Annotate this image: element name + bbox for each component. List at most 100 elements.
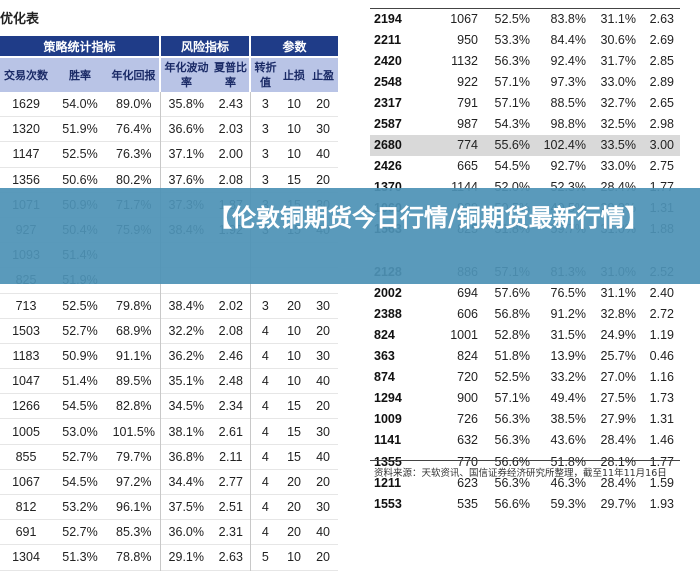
table-cell: 2.75 [649, 159, 674, 174]
table-cell: 791 [457, 95, 478, 110]
table-cell: 30 [316, 424, 331, 439]
table-cell: 68.9% [108, 318, 161, 344]
table-cell: 56.3% [494, 475, 530, 490]
table-cell: 38.4% [168, 298, 204, 313]
table-cell: 56.3% [494, 433, 530, 448]
table-cell: 31.5% [550, 327, 586, 342]
table-row: 1005 53.0% 101.5% 38.1% 2.61 4 15 30 [0, 418, 339, 445]
table-cell: 2002 [374, 285, 402, 300]
table-row: 1503 52.7% 68.9% 32.2% 2.08 4 10 20 [0, 318, 339, 344]
table-cell: 2211 [374, 32, 402, 47]
table-cell: 10 [287, 348, 301, 363]
table-cell: 78.8% [108, 544, 161, 571]
table-cell: 43.6% [550, 433, 586, 448]
table-cell: 2.40 [649, 285, 674, 300]
table-cell: 1294 [374, 391, 402, 406]
table-row: 1355 770 56.6% 51.8% 28.1% 1.77 [370, 451, 680, 472]
table-cell: 4 [261, 323, 269, 338]
table-row: 1211 623 56.3% 46.3% 28.4% 1.59 [370, 472, 680, 493]
table-cell: 623 [457, 475, 478, 490]
table-cell: 59.3% [550, 496, 586, 511]
table-cell: 37.6% [168, 172, 204, 187]
table-cell: 37.1% [168, 147, 204, 162]
table-cell: 52.8% [494, 327, 530, 342]
table-cell: 28.4% [600, 475, 636, 490]
table-cell: 30 [316, 348, 331, 363]
table-cell: 770 [457, 454, 478, 469]
table-bottom-rule [370, 460, 680, 461]
table-cell: 20 [287, 474, 301, 489]
table-cell: 32.5% [600, 117, 636, 132]
table-cell: 57.6% [494, 285, 530, 300]
table-cell: 1.59 [649, 475, 674, 490]
table-cell: 1.16 [649, 370, 674, 385]
table-row: 2587 987 54.3% 98.8% 32.5% 2.98 [370, 113, 680, 134]
table-row: 1320 51.9% 76.4% 36.6% 2.03 3 10 30 [0, 116, 339, 142]
table-cell: 726 [457, 412, 478, 427]
table-cell: 20 [287, 525, 301, 540]
table-cell: 2.43 [212, 92, 251, 117]
table-cell: 2317 [374, 95, 402, 110]
table-cell: 27.0% [600, 370, 636, 385]
table-row: 1294 900 57.1% 49.4% 27.5% 1.73 [370, 388, 680, 409]
table-cell: 10 [287, 97, 301, 112]
table-cell: 10 [287, 147, 301, 162]
banner-title[interactable]: 【伦敦铜期货今日行情/铜期货最新行情】 [208, 204, 649, 232]
table-cell: 4 [261, 500, 269, 515]
table-cell: 20 [316, 172, 331, 187]
group-header-parameters: 参数 [250, 36, 339, 57]
table-cell: 950 [457, 32, 478, 47]
table-cell: 91.1% [108, 343, 161, 369]
table-cell: 29.7% [600, 496, 636, 511]
table-cell: 54.0% [62, 97, 98, 112]
table-cell: 51.3% [62, 550, 98, 565]
col-header-turning-value: 转折值 [250, 56, 281, 92]
table-cell: 33.0% [600, 159, 636, 174]
table-cell: 76.3% [108, 141, 161, 168]
table-cell: 922 [457, 74, 478, 89]
table-cell: 2587 [374, 117, 402, 132]
table-cell: 1001 [450, 327, 478, 342]
table-row: 713 52.5% 79.8% 38.4% 2.02 3 20 30 [0, 293, 339, 319]
table-cell: 49.4% [550, 391, 586, 406]
table-cell: 1009 [374, 412, 402, 427]
table-row: 1266 54.5% 82.8% 34.5% 2.34 4 15 20 [0, 393, 339, 419]
table-row: 2317 791 57.1% 88.5% 32.7% 2.65 [370, 92, 680, 113]
table-cell: 79.8% [108, 293, 161, 319]
table-cell: 2.69 [649, 32, 674, 47]
table-cell: 32.2% [168, 323, 204, 338]
table-cell: 15 [287, 399, 301, 414]
table-cell: 89.0% [108, 92, 161, 117]
table-cell: 1.19 [649, 327, 674, 342]
table-row: 1047 51.4% 89.5% 35.1% 2.48 4 10 40 [0, 368, 339, 394]
table-cell: 31.7% [600, 53, 636, 68]
table-cell: 1147 [12, 147, 40, 162]
table-cell: 1266 [12, 399, 40, 414]
table-cell: 20 [287, 500, 301, 515]
table-cell: 51.8% [550, 454, 586, 469]
table-cell: 2548 [374, 74, 402, 89]
table-cell: 52.7% [62, 449, 98, 464]
table-cell: 34.4% [168, 474, 204, 489]
table-cell: 51.8% [494, 349, 530, 364]
table-cell: 40 [316, 449, 331, 464]
table-cell: 2.63 [212, 544, 251, 571]
table-cell: 53.0% [62, 424, 98, 439]
table-cell: 2426 [374, 159, 402, 174]
table-cell: 33.0% [600, 74, 636, 89]
table-cell: 52.5% [494, 370, 530, 385]
table-cell: 38.5% [550, 412, 586, 427]
table-cell: 2.63 [649, 11, 674, 26]
table-cell: 56.3% [494, 412, 530, 427]
table-cell: 0.46 [649, 349, 674, 364]
table-cell: 2.85 [649, 53, 674, 68]
table-cell: 2.61 [212, 418, 251, 445]
table-cell: 54.3% [494, 117, 530, 132]
table-cell: 28.4% [600, 433, 636, 448]
table-top-rule [370, 8, 680, 9]
table-cell: 1.31 [649, 412, 674, 427]
table-cell: 57.1% [494, 391, 530, 406]
table-cell: 2.65 [649, 95, 674, 110]
table-cell: 35.1% [168, 374, 204, 389]
table-cell: 824 [374, 327, 395, 342]
